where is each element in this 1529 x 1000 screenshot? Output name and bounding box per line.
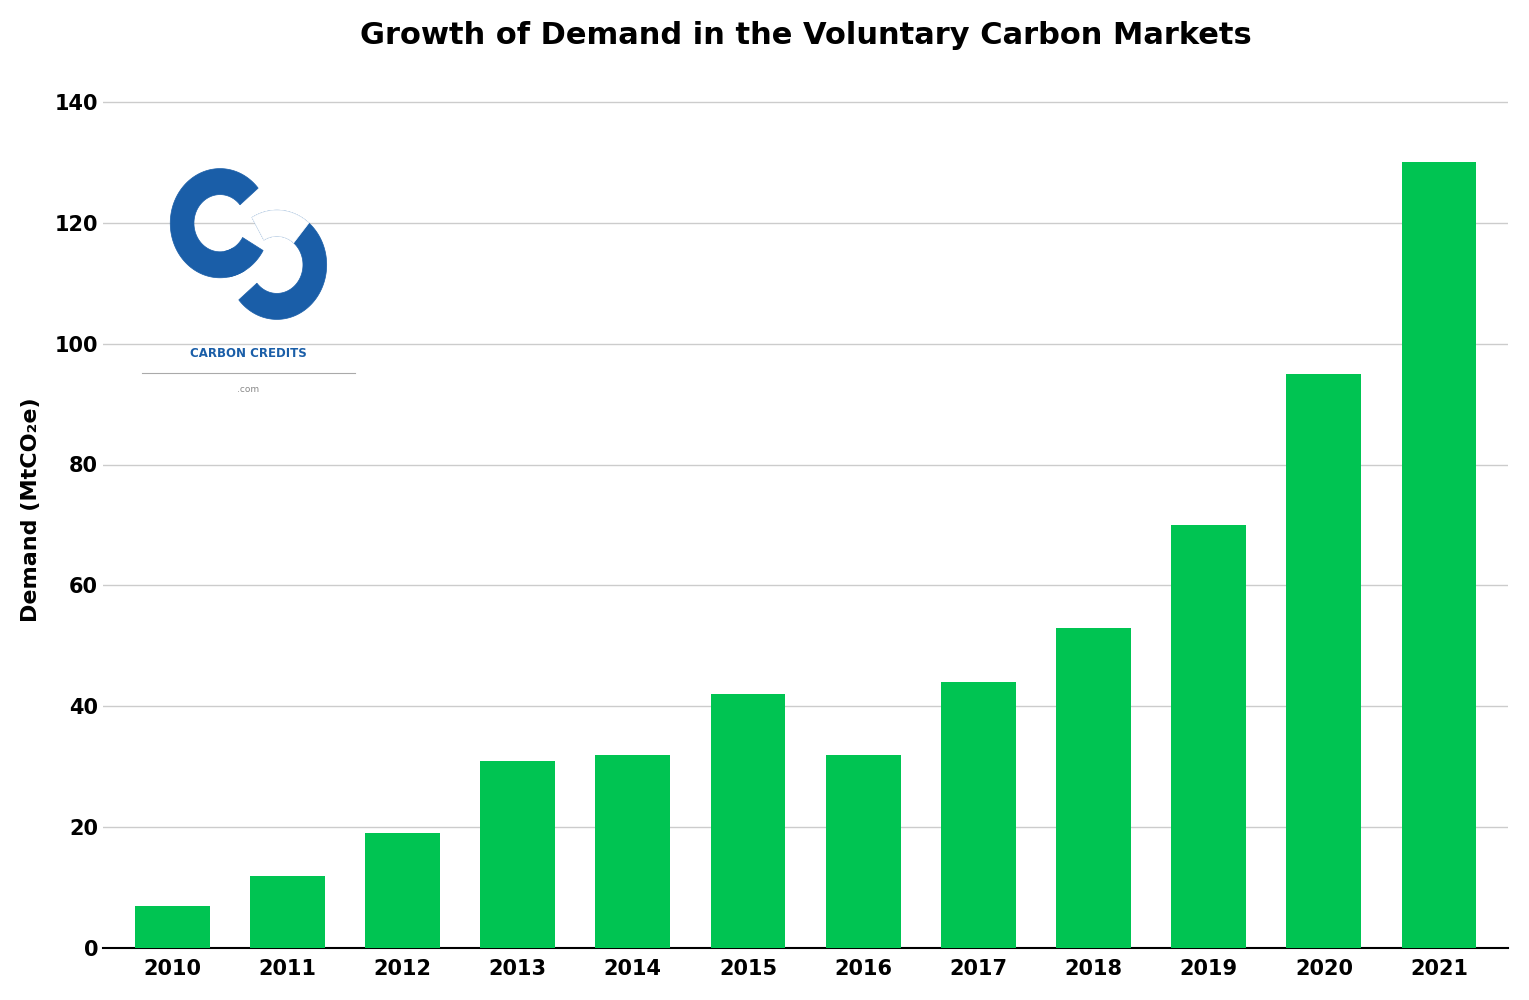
Bar xyxy=(365,833,440,948)
Bar xyxy=(480,761,555,948)
Polygon shape xyxy=(170,169,258,278)
Text: CARBON CREDITS: CARBON CREDITS xyxy=(190,347,307,360)
Bar xyxy=(1171,525,1246,948)
Y-axis label: Demand (MtCO₂e): Demand (MtCO₂e) xyxy=(21,398,41,622)
Bar xyxy=(135,906,209,948)
Bar xyxy=(1057,628,1131,948)
Bar xyxy=(940,682,1015,948)
Bar xyxy=(826,755,901,948)
Bar xyxy=(1402,162,1477,948)
Bar xyxy=(1286,374,1361,948)
Bar xyxy=(711,694,786,948)
Bar xyxy=(595,755,670,948)
Polygon shape xyxy=(239,210,327,319)
Title: Growth of Demand in the Voluntary Carbon Markets: Growth of Demand in the Voluntary Carbon… xyxy=(359,21,1252,50)
Polygon shape xyxy=(225,237,263,277)
Text: .com: .com xyxy=(237,385,260,394)
Polygon shape xyxy=(252,210,309,243)
Bar xyxy=(249,876,324,948)
